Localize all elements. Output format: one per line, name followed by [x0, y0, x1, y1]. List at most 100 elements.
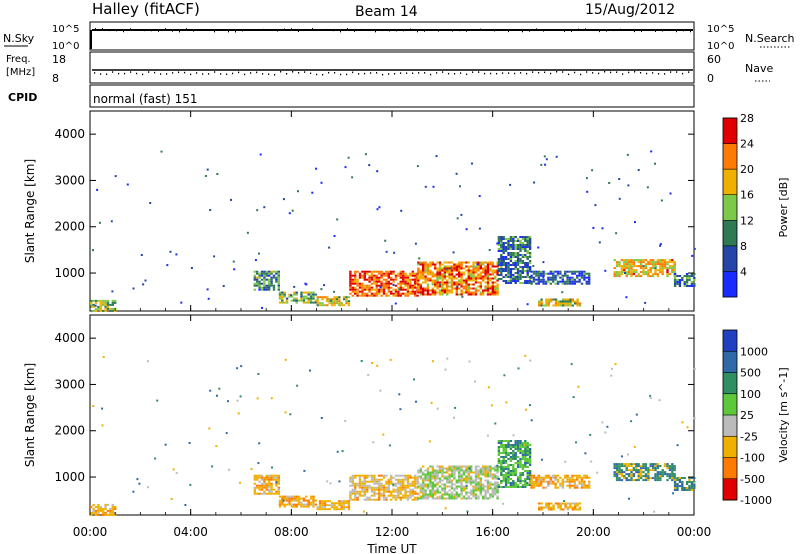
echo-region — [90, 299, 117, 312]
colorbar-swatch — [723, 436, 737, 458]
colorbar-label: Velocity [m s^-1] — [777, 367, 790, 462]
nsky-tick-top: 10^5 — [52, 24, 79, 35]
nsearch-label: N.Search — [745, 32, 795, 45]
echo-region — [278, 495, 318, 508]
colorbar-tick-label: 500 — [740, 367, 761, 380]
colorbar-tick-label: 8 — [740, 240, 747, 253]
echo-region — [613, 463, 676, 482]
nave-tick-bottom: 0 — [707, 72, 714, 85]
plot-frame — [89, 110, 695, 312]
echo-region — [538, 502, 582, 511]
colorbar-tick-label: 20 — [740, 163, 754, 176]
x-tick-label: 08:00 — [274, 525, 309, 539]
colorbar-swatch — [723, 372, 737, 395]
scattered-echoes — [92, 150, 696, 309]
colorbar-tick-label: 100 — [740, 388, 761, 401]
echo-region — [316, 296, 351, 307]
colorbar-tick-label: 16 — [740, 189, 754, 202]
colorbar-swatch — [723, 220, 737, 247]
cpid-panel: CPID normal (fast) 151 — [8, 84, 695, 108]
colorbar-swatch — [723, 169, 737, 196]
echo-region — [349, 474, 419, 501]
scattered-echoes — [92, 354, 696, 513]
y-tick-label: 1000 — [54, 266, 85, 280]
power-panel: 1000 2000 3000 4000 Slant Range [km] 4 8 12 16 20… — [23, 110, 790, 312]
y-axis-label: Slant Range [km] — [23, 363, 37, 467]
colorbar-label: Power [dB] — [777, 178, 790, 238]
y-tick-label: 4000 — [54, 127, 85, 141]
x-tick-label: 20:00 — [576, 525, 611, 539]
freq-label-line2: [MHz] — [6, 67, 35, 78]
echo-region — [673, 273, 696, 287]
echo-region — [253, 474, 280, 495]
y-axis-label: Slant Range [km] — [23, 159, 37, 263]
y-tick-label: 3000 — [54, 173, 85, 187]
colorbar-tick-label: -25 — [740, 430, 758, 443]
echo-region — [316, 500, 351, 511]
colorbar-tick-label: -100 — [740, 452, 765, 465]
echo-region — [253, 270, 280, 291]
colorbar-swatch — [723, 271, 737, 298]
nave-label: Nave — [745, 62, 773, 75]
echo-region — [673, 477, 696, 491]
freq-panel: Freq. [MHz] 18 8 60 0 Nave — [6, 51, 773, 85]
colorbar-swatch — [723, 457, 737, 480]
colorbar-tick-label: -1000 — [740, 494, 772, 507]
colorbar-swatch — [723, 194, 737, 221]
colorbar-tick-label: 1000 — [740, 345, 768, 358]
colorbar-swatch — [723, 330, 737, 352]
colorbar: 4 8 12 16 20 24 28 Power [dB] — [722, 112, 790, 298]
nave-tick-top: 60 — [707, 53, 721, 66]
y-tick-label: 1000 — [54, 470, 85, 484]
x-tick-label: 00:00 — [73, 525, 108, 539]
y-tick-label: 2000 — [54, 220, 85, 234]
x-axis-label: Time UT — [366, 542, 417, 554]
cpid-value: normal (fast) 151 — [93, 92, 197, 106]
y-tick-label: 4000 — [54, 331, 85, 345]
colorbar-tick-label: 28 — [740, 112, 754, 125]
y-tick-label: 2000 — [54, 424, 85, 438]
echo-region — [90, 503, 117, 516]
echo-region — [497, 440, 532, 488]
velocity-panel: 00:00 04:00 08:00 12:00 16:00 20:00 00:00 1000 2… — [23, 314, 790, 539]
echo-region — [417, 465, 499, 500]
cpid-label: CPID — [8, 91, 37, 104]
colorbar-swatch — [723, 245, 737, 272]
nsky-label: N.Sky — [3, 32, 35, 45]
colorbar-swatch — [723, 415, 737, 437]
freq-label-line1: Freq. — [6, 54, 31, 65]
echo-region — [278, 291, 318, 304]
freq-tick-bottom: 8 — [52, 72, 59, 85]
colorbar: 1000 500 100 25 -25 -100 -500 -1000 Velocity [m … — [722, 329, 790, 507]
colorbar-swatch — [723, 478, 737, 501]
echo-region — [349, 270, 419, 297]
x-tick-label: 16:00 — [475, 525, 510, 539]
plot-frame — [89, 314, 695, 516]
colorbar-tick-label: 4 — [740, 265, 747, 278]
date-title: 15/Aug/2012 — [585, 2, 675, 18]
echo-region — [417, 261, 499, 296]
nsky-panel: N.Sky 10^5 10^0 10^5 10^0 N.Search — [3, 21, 795, 52]
colorbar-swatch — [723, 118, 737, 144]
colorbar-tick-label: 24 — [740, 138, 754, 151]
beam-title: Beam 14 — [355, 4, 418, 20]
x-tick-label: 12:00 — [375, 525, 410, 539]
colorbar-tick-label: 25 — [740, 409, 754, 422]
echo-region — [613, 259, 676, 278]
station-title: Halley (fitACF) — [92, 0, 200, 18]
colorbar-swatch — [723, 351, 737, 373]
colorbar-swatch — [723, 143, 737, 170]
colorbar-tick-label: -500 — [740, 473, 765, 486]
x-tick-label: 04:00 — [173, 525, 208, 539]
freq-tick-top: 18 — [52, 53, 66, 66]
nsearch-tick-top: 10^5 — [707, 24, 734, 35]
nsky-tick-bottom: 10^0 — [52, 41, 79, 52]
nsearch-tick-bottom: 10^0 — [707, 41, 734, 52]
echo-region — [538, 298, 582, 307]
colorbar-swatch — [723, 393, 737, 416]
x-tick-label: 00:00 — [677, 525, 712, 539]
echo-region — [530, 474, 591, 489]
y-tick-label: 3000 — [54, 377, 85, 391]
colorbar-tick-label: 12 — [740, 214, 754, 227]
